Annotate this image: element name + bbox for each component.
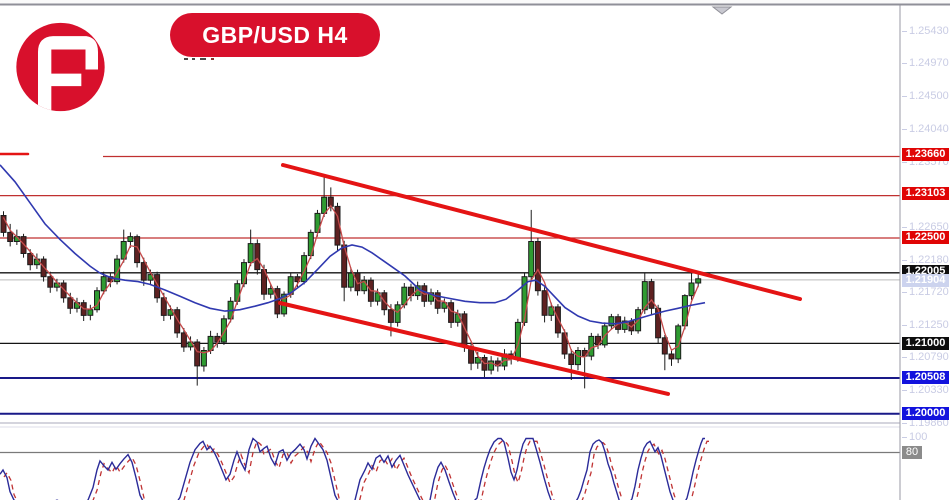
candle-bullish	[695, 278, 702, 284]
candle-bearish	[20, 236, 27, 255]
clipped-info-text-artifact	[200, 58, 206, 60]
price-level-badge: 80	[902, 446, 922, 459]
axis-price-label: 1.24970	[902, 57, 949, 69]
stochastic-pane[interactable]	[0, 437, 709, 500]
candle-bearish	[541, 290, 548, 316]
clipped-info-text-artifact	[192, 58, 195, 60]
price-axis[interactable]: 1.25430 1.24970 1.24500 1.24040 1.23570 1.226…	[900, 0, 950, 500]
clipped-info-text-artifact	[211, 58, 214, 60]
price-level-badge: 1.20508	[902, 371, 949, 384]
candle-bullish	[575, 350, 581, 366]
candle-bearish	[254, 243, 261, 271]
candle-bearish	[160, 297, 167, 316]
candle-bullish	[114, 258, 121, 283]
candle-bullish	[521, 276, 528, 323]
clipped-info-text-artifact	[184, 58, 188, 60]
trend-channel-line[interactable]	[278, 301, 670, 396]
price-level-badge: 1.21904	[902, 274, 949, 287]
candle-bullish	[641, 281, 648, 311]
candle-bearish	[140, 262, 147, 281]
axis-price-label: 1.21250	[902, 319, 949, 331]
candle-bearish	[194, 341, 201, 367]
candle-bearish	[40, 258, 47, 278]
price-level-badge: 1.23660	[902, 148, 949, 161]
axis-price-label: 1.24500	[902, 90, 949, 102]
axis-price-label: 1.25430	[902, 25, 949, 37]
candle-bullish	[100, 276, 107, 292]
candle-bearish	[661, 337, 668, 355]
candle-bullish	[267, 288, 274, 295]
candle-bearish	[668, 353, 675, 360]
symbol-timeframe-label: GBP/USD H4	[202, 21, 348, 48]
candle-bullish	[588, 335, 595, 357]
candle-bullish	[488, 360, 495, 371]
candles[interactable]	[0, 176, 702, 389]
candle-bearish	[354, 272, 361, 292]
axis-price-label: 1.20790	[902, 351, 949, 363]
candle-bullish	[394, 304, 401, 323]
price-level-badge: 1.23103	[902, 187, 949, 200]
candle-bullish	[621, 320, 628, 330]
axis-price-label: 100	[901, 431, 928, 443]
candle-bearish	[134, 236, 141, 264]
axis-price-label: 1.24040	[902, 123, 949, 135]
trend-channel-line[interactable]	[281, 163, 802, 301]
candle-bearish	[554, 306, 561, 334]
axis-price-label: 1.21720	[902, 286, 949, 298]
axis-price-label: 1.22180	[902, 254, 949, 266]
candle-bearish	[27, 253, 34, 266]
candle-bullish	[200, 350, 207, 367]
candle-bullish	[675, 325, 682, 360]
candle-bullish	[608, 316, 615, 327]
candle-bullish	[688, 282, 695, 297]
candle-bullish	[87, 309, 94, 316]
candle-bearish	[448, 302, 455, 323]
candle-bullish	[127, 236, 134, 243]
candle-bullish	[247, 243, 254, 264]
logo-letter-f	[38, 36, 98, 112]
candle-bearish	[534, 241, 541, 292]
moving-average-slow	[0, 164, 706, 325]
candle-bearish	[67, 297, 74, 309]
axis-price-label: 1.20330	[902, 384, 949, 396]
broker-logo	[16, 22, 105, 112]
candle-bearish	[174, 309, 181, 334]
axis-price-label: 1.22650	[902, 221, 949, 233]
candle-bearish	[648, 281, 655, 309]
candle-bearish	[7, 231, 14, 242]
candle-bearish	[180, 332, 187, 348]
candle-bearish	[47, 276, 54, 288]
candle-bullish	[321, 196, 328, 214]
candle-bullish	[234, 283, 241, 302]
symbol-timeframe-badge: GBP/USD H4	[170, 13, 380, 57]
candle-bearish	[387, 309, 394, 323]
candle-bullish	[374, 292, 381, 302]
window-top-border	[0, 0, 950, 4]
moving-average-fast	[2, 204, 699, 367]
stochastic-main-line	[0, 437, 705, 500]
candle-bearish	[568, 353, 575, 365]
candle-bearish	[0, 215, 7, 233]
price-level-badge: 1.22500	[902, 231, 949, 244]
price-pane[interactable]	[0, 152, 900, 415]
chevron-down-icon[interactable]	[711, 6, 733, 15]
candle-bullish	[347, 272, 354, 288]
price-level-badge: 1.21000	[902, 337, 949, 350]
candle-bullish	[220, 318, 227, 343]
candle-bullish	[120, 241, 127, 260]
candle-bearish	[60, 282, 67, 299]
candle-bullish	[528, 241, 535, 278]
candle-bullish	[301, 255, 308, 283]
candle-bullish	[474, 357, 481, 364]
price-level-badge: 1.20000	[902, 407, 949, 420]
axis-price-label: 1.19860	[902, 417, 949, 429]
